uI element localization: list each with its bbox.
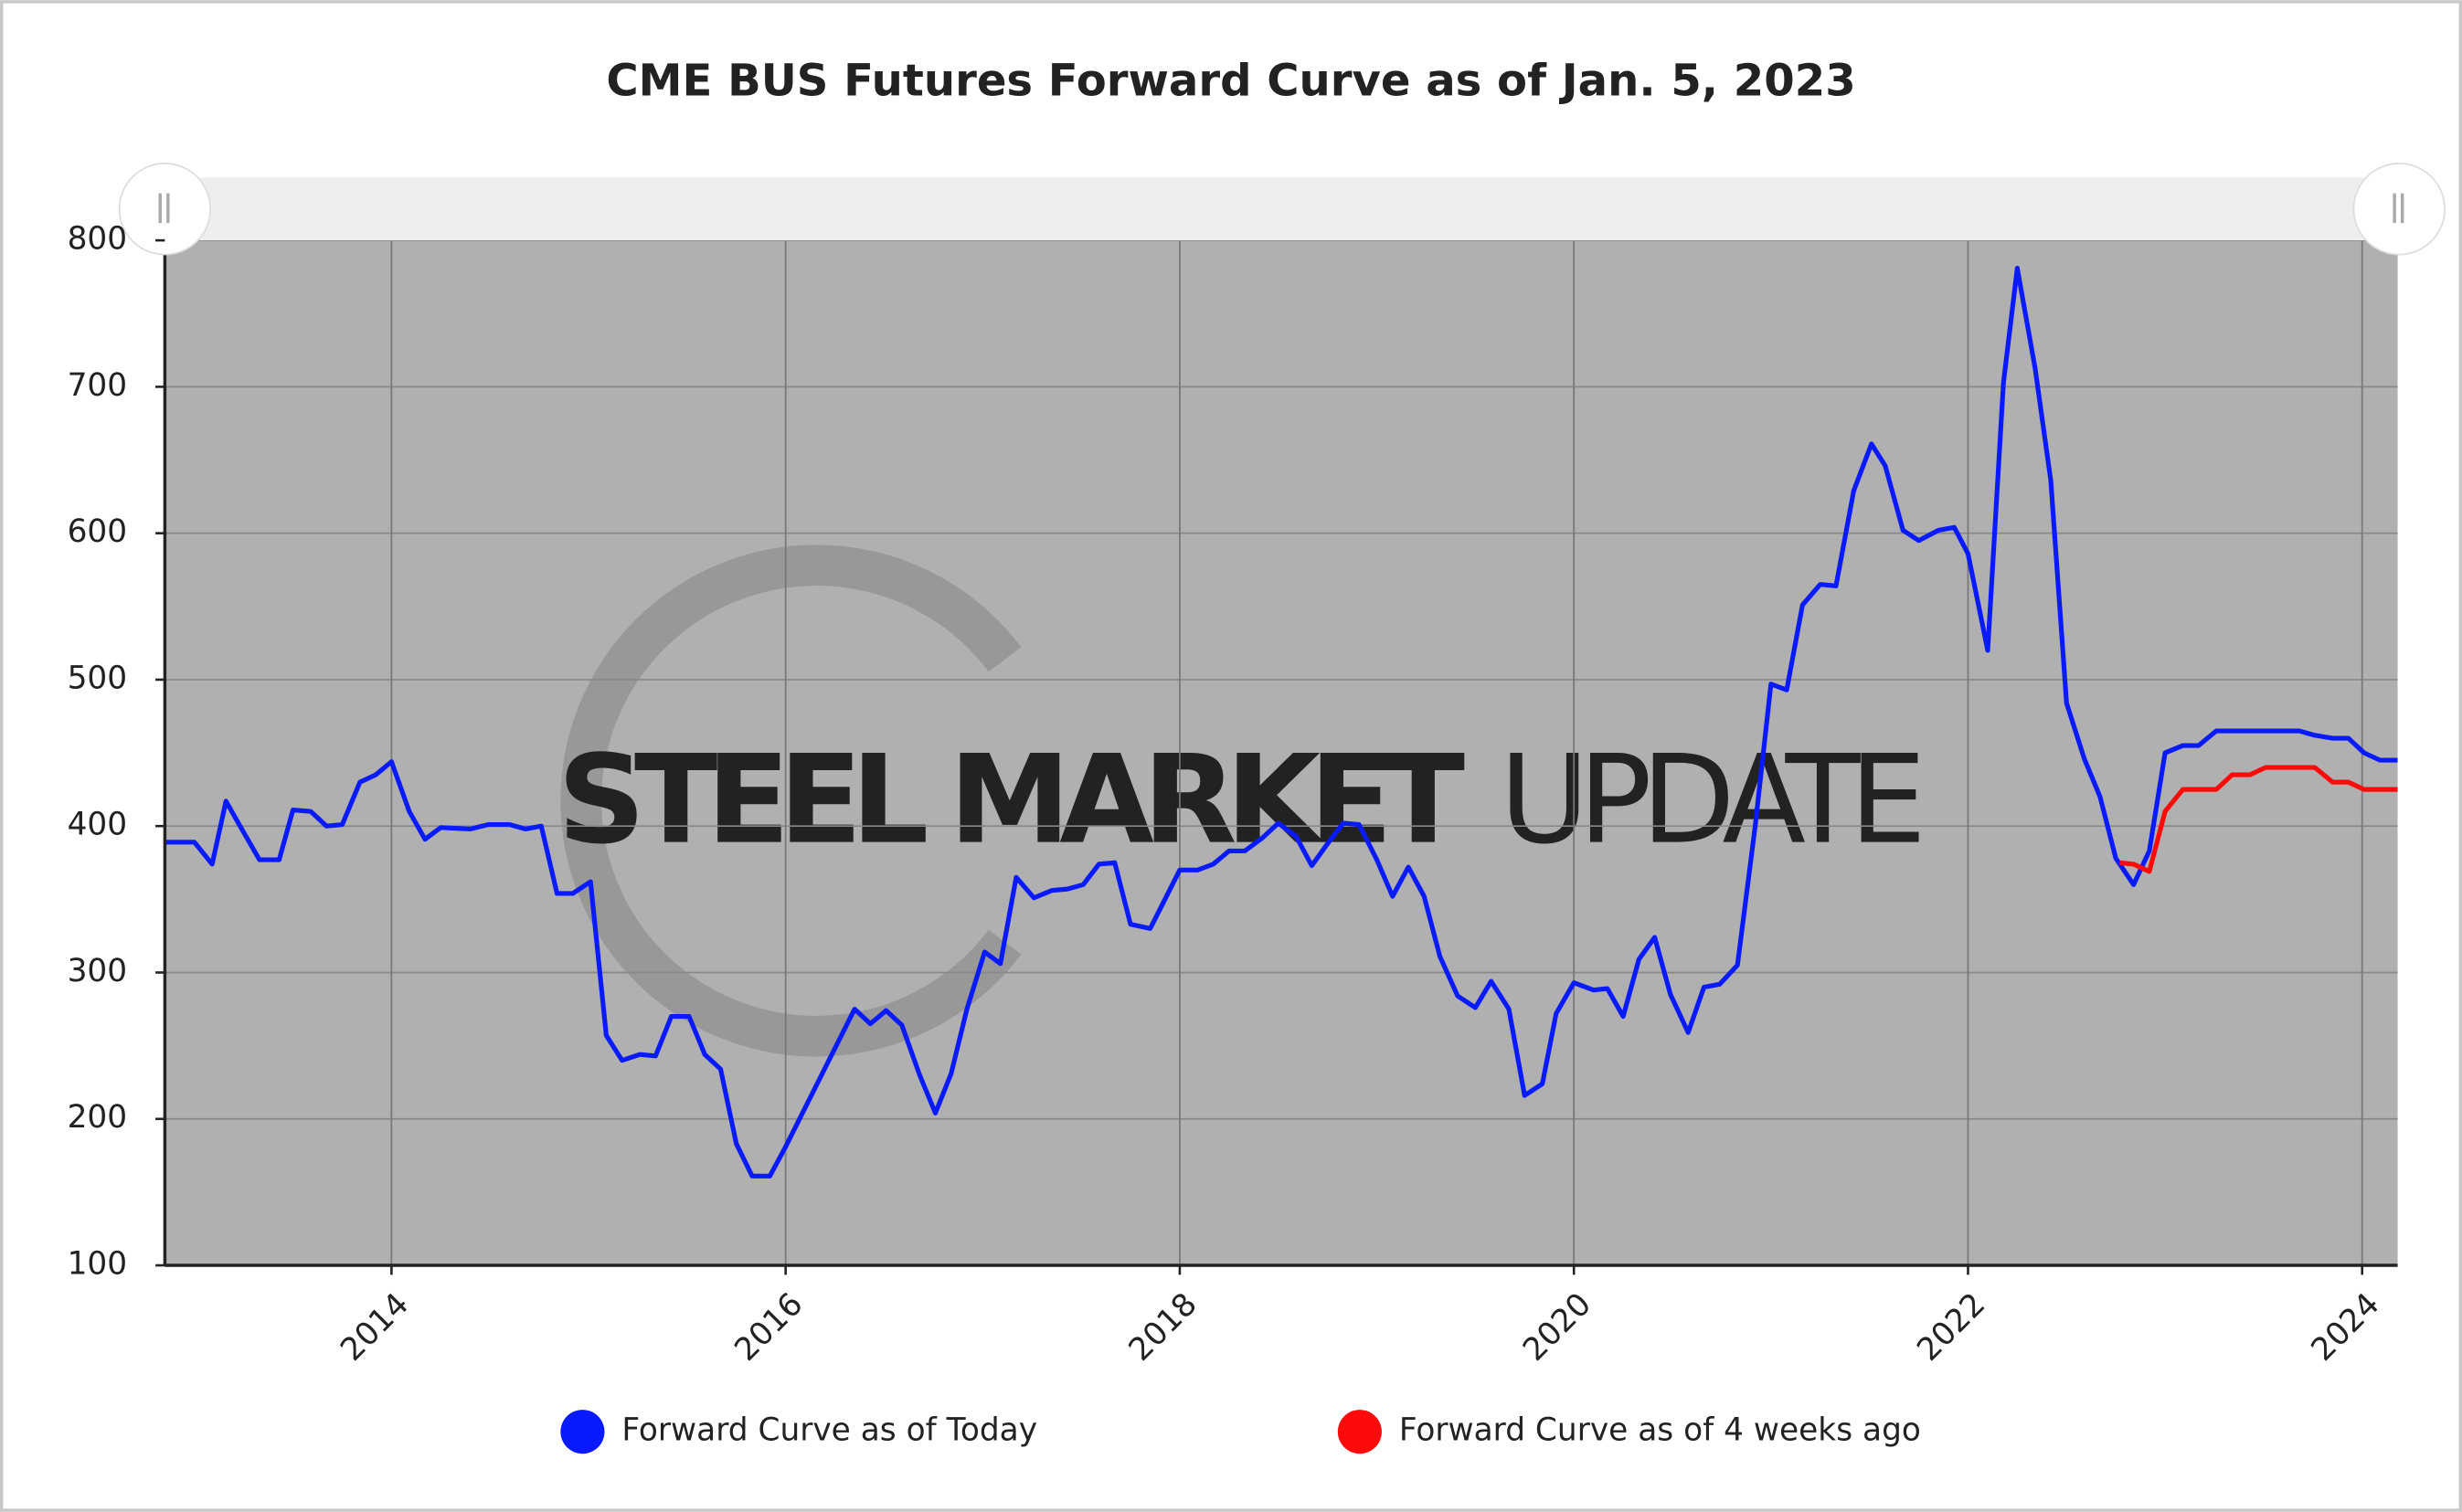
legend-label: Forward Curve as of 4 weeks ago bbox=[1399, 1412, 1921, 1449]
legend-marker bbox=[1337, 1410, 1382, 1454]
series-line bbox=[2119, 765, 2398, 874]
series bbox=[164, 265, 2398, 1179]
y-tick-label: 600 bbox=[68, 513, 128, 550]
y-tick-label: 300 bbox=[68, 953, 128, 989]
range-slider[interactable] bbox=[118, 163, 2446, 256]
slider-track[interactable] bbox=[164, 177, 2415, 241]
legend: Forward Curve as of Today Forward Curve a… bbox=[560, 1410, 1921, 1454]
watermark-logo bbox=[560, 545, 1022, 1057]
series-line bbox=[164, 265, 2398, 1179]
y-tick-label: 500 bbox=[68, 660, 128, 696]
legend-marker bbox=[560, 1410, 605, 1454]
legend-label: Forward Curve as of Today bbox=[621, 1412, 1037, 1449]
y-tick-label: 700 bbox=[68, 367, 128, 404]
slider-handle[interactable] bbox=[118, 163, 212, 256]
y-tick-label: 100 bbox=[68, 1246, 128, 1283]
watermark-text: UPDATE bbox=[1500, 729, 1926, 872]
y-tick-label: 400 bbox=[68, 807, 128, 843]
chart-title: CME BUS Futures Forward Curve as of Jan.… bbox=[606, 55, 1855, 106]
plot-area bbox=[164, 240, 2398, 1266]
y-tick-label: 200 bbox=[68, 1099, 128, 1136]
slider-handle[interactable] bbox=[2352, 163, 2446, 256]
watermark: STEEL MARKET UPDATE bbox=[557, 545, 1926, 1057]
watermark-text: STEEL MARKET bbox=[557, 729, 1465, 872]
y-tick-label: 800 bbox=[68, 221, 128, 258]
